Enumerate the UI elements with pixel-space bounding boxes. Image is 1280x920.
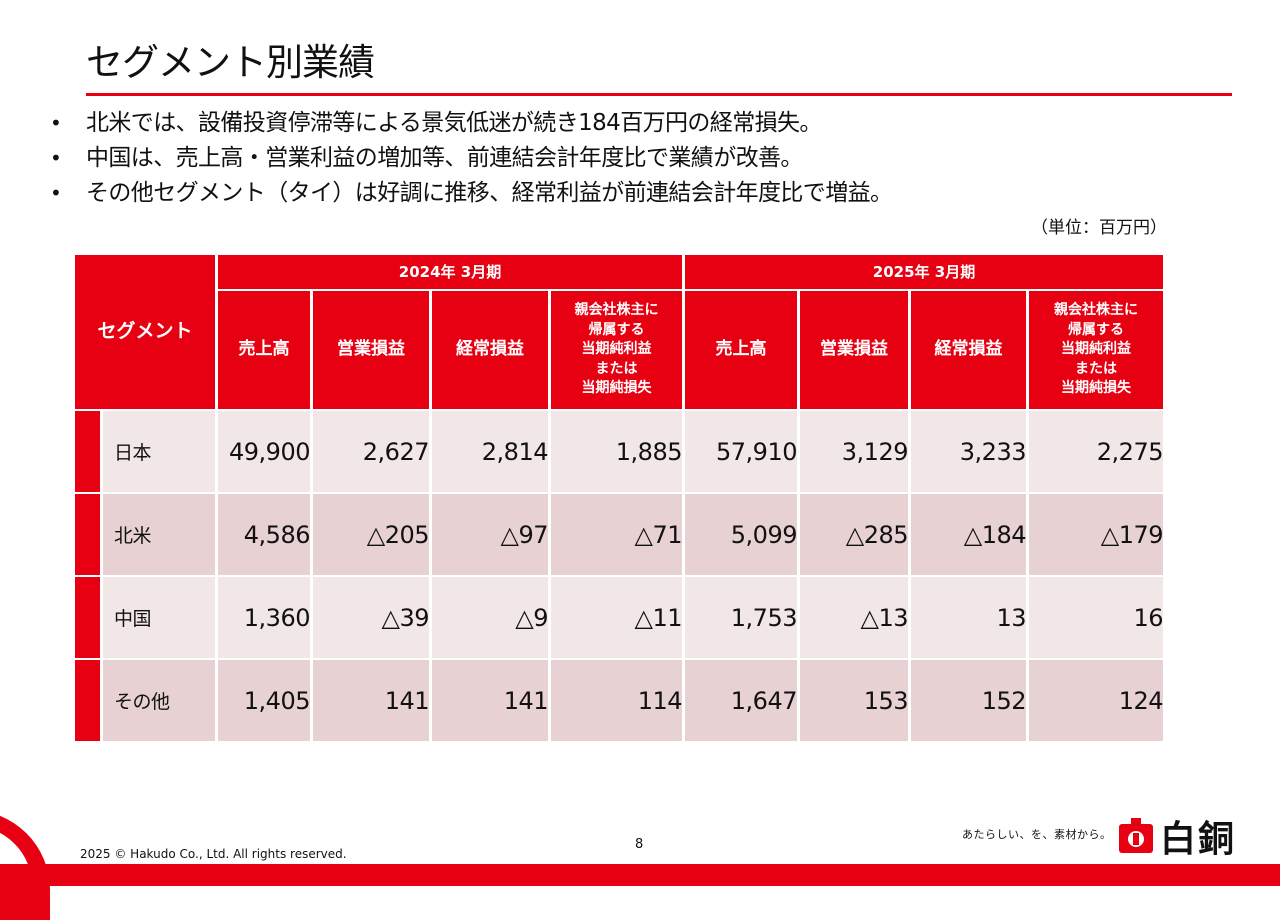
unit-label: （単位：百万円） bbox=[1031, 218, 1167, 238]
value-cell: △71 bbox=[551, 494, 683, 575]
value-cell: 141 bbox=[432, 660, 549, 741]
company-logo: 白銅 bbox=[1118, 810, 1236, 862]
logo-wordmark: 白銅 bbox=[1160, 818, 1237, 860]
bullet-item: • 北米では、設備投資停滞等による景気低迷が続き184百万円の経常損失。 bbox=[50, 106, 892, 141]
value-cell: 124 bbox=[1029, 660, 1164, 741]
value-cell: 3,129 bbox=[800, 411, 909, 492]
value-cell: △205 bbox=[313, 494, 430, 575]
value-cell: 13 bbox=[911, 577, 1027, 658]
col-header-sales: 売上高 bbox=[685, 291, 797, 409]
value-cell: 4,586 bbox=[218, 494, 311, 575]
value-cell: 1,405 bbox=[218, 660, 311, 741]
bullet-dot: • bbox=[50, 181, 62, 205]
col-header-operating: 営業損益 bbox=[800, 291, 908, 409]
value-cell: 16 bbox=[1029, 577, 1164, 658]
value-cell: 1,753 bbox=[685, 577, 798, 658]
value-cell: 2,275 bbox=[1029, 411, 1164, 492]
col-header-net: 親会社株主に 帰属する 当期純利益 または 当期純損失 bbox=[1029, 291, 1163, 409]
summary-bullets: • 北米では、設備投資停滞等による景気低迷が続き184百万円の経常損失。 • 中国は… bbox=[50, 106, 893, 211]
value-cell: 141 bbox=[313, 660, 430, 741]
segment-column-header: セグメント bbox=[75, 255, 215, 409]
segment-name: 日本 bbox=[103, 411, 215, 492]
table-row: その他 1,405 141 141 114 1,647 153 152 124 bbox=[75, 660, 1164, 741]
segment-name: 北米 bbox=[103, 494, 215, 575]
row-marker bbox=[75, 494, 100, 575]
period-header-2024: 2024年 3月期 bbox=[218, 255, 682, 289]
table-row: 中国 1,360 △39 △9 △11 1,753 △13 13 16 bbox=[75, 577, 1164, 658]
table-row: 日本 49,900 2,627 2,814 1,885 57,910 3,129 3,233 2… bbox=[75, 411, 1164, 492]
value-cell: 1,647 bbox=[685, 660, 798, 741]
row-marker bbox=[75, 577, 100, 658]
value-cell: △13 bbox=[800, 577, 909, 658]
footer-bar bbox=[0, 864, 1280, 886]
bullet-text: その他セグメント（タイ）は好調に推移、経常利益が前連結会計年度比で増益。 bbox=[86, 180, 893, 206]
title-divider bbox=[86, 93, 1232, 96]
col-header-ordinary: 経常損益 bbox=[911, 291, 1026, 409]
value-cell: 114 bbox=[551, 660, 683, 741]
bullet-dot: • bbox=[50, 146, 62, 170]
col-header-operating: 営業損益 bbox=[313, 291, 429, 409]
value-cell: 1,360 bbox=[218, 577, 311, 658]
value-cell: △184 bbox=[911, 494, 1027, 575]
table-row: 北米 4,586 △205 △97 △71 5,099 △285 △184 △179 bbox=[75, 494, 1164, 575]
col-header-sales: 売上高 bbox=[218, 291, 310, 409]
value-cell: 2,814 bbox=[432, 411, 549, 492]
value-cell: 3,233 bbox=[911, 411, 1027, 492]
value-cell: 57,910 bbox=[685, 411, 798, 492]
page-title: セグメント別業績 bbox=[86, 41, 375, 84]
value-cell: 49,900 bbox=[218, 411, 311, 492]
value-cell: 2,627 bbox=[313, 411, 430, 492]
bullet-text: 中国は、売上高・営業利益の増加等、前連結会計年度比で業績が改善。 bbox=[86, 145, 803, 171]
bullet-text: 北米では、設備投資停滞等による景気低迷が続き184百万円の経常損失。 bbox=[86, 110, 822, 136]
segment-results-table: セグメント 2024年 3月期 2025年 3月期 売上高 営業損益 経常損益 … bbox=[72, 253, 1166, 743]
table-body: 日本 49,900 2,627 2,814 1,885 57,910 3,129 3,233 2… bbox=[75, 411, 1164, 741]
page-number: 8 bbox=[635, 837, 644, 852]
bullet-item: • 中国は、売上高・営業利益の増加等、前連結会計年度比で業績が改善。 bbox=[50, 141, 892, 176]
row-marker bbox=[75, 660, 100, 741]
copyright-text: 2025 © Hakudo Co., Ltd. All rights reser… bbox=[80, 847, 347, 861]
value-cell: △11 bbox=[551, 577, 683, 658]
col-header-ordinary: 経常損益 bbox=[432, 291, 548, 409]
value-cell: △179 bbox=[1029, 494, 1164, 575]
period-header-2025: 2025年 3月期 bbox=[685, 255, 1163, 289]
segment-name: その他 bbox=[103, 660, 215, 741]
col-header-net: 親会社株主に 帰属する 当期純利益 または 当期純損失 bbox=[551, 291, 682, 409]
bullet-item: • その他セグメント（タイ）は好調に推移、経常利益が前連結会計年度比で増益。 bbox=[50, 176, 893, 211]
company-tagline: あたらしい、を、素材から。 bbox=[962, 828, 1112, 841]
row-marker bbox=[75, 411, 100, 492]
value-cell: △39 bbox=[313, 577, 430, 658]
value-cell: △9 bbox=[432, 577, 549, 658]
value-cell: 152 bbox=[911, 660, 1027, 741]
value-cell: 153 bbox=[800, 660, 909, 741]
value-cell: △285 bbox=[800, 494, 909, 575]
value-cell: 1,885 bbox=[551, 411, 683, 492]
value-cell: △97 bbox=[432, 494, 549, 575]
logo-mark-icon bbox=[1119, 818, 1153, 853]
bullet-dot: • bbox=[50, 111, 62, 135]
value-cell: 5,099 bbox=[685, 494, 798, 575]
segment-name: 中国 bbox=[103, 577, 215, 658]
